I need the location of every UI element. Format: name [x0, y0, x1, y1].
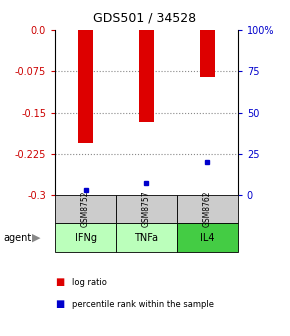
Text: ▶: ▶: [32, 233, 41, 243]
Bar: [177, 195, 238, 223]
Bar: [116, 195, 177, 223]
Text: GSM8757: GSM8757: [142, 191, 151, 227]
Text: GSM8762: GSM8762: [203, 191, 212, 227]
Bar: [116, 223, 177, 252]
Bar: [78, 30, 93, 143]
Text: ■: ■: [55, 277, 64, 287]
Text: percentile rank within the sample: percentile rank within the sample: [72, 300, 215, 308]
Text: log ratio: log ratio: [72, 278, 107, 287]
Bar: [139, 30, 154, 122]
Text: GDS501 / 34528: GDS501 / 34528: [93, 12, 197, 25]
Bar: [200, 30, 215, 77]
Text: IL4: IL4: [200, 233, 215, 243]
Text: ■: ■: [55, 299, 64, 309]
Text: GSM8752: GSM8752: [81, 191, 90, 227]
Bar: [55, 223, 116, 252]
Text: TNFa: TNFa: [135, 233, 158, 243]
Text: IFNg: IFNg: [75, 233, 97, 243]
Bar: [177, 223, 238, 252]
Bar: [55, 195, 116, 223]
Text: agent: agent: [3, 233, 31, 243]
